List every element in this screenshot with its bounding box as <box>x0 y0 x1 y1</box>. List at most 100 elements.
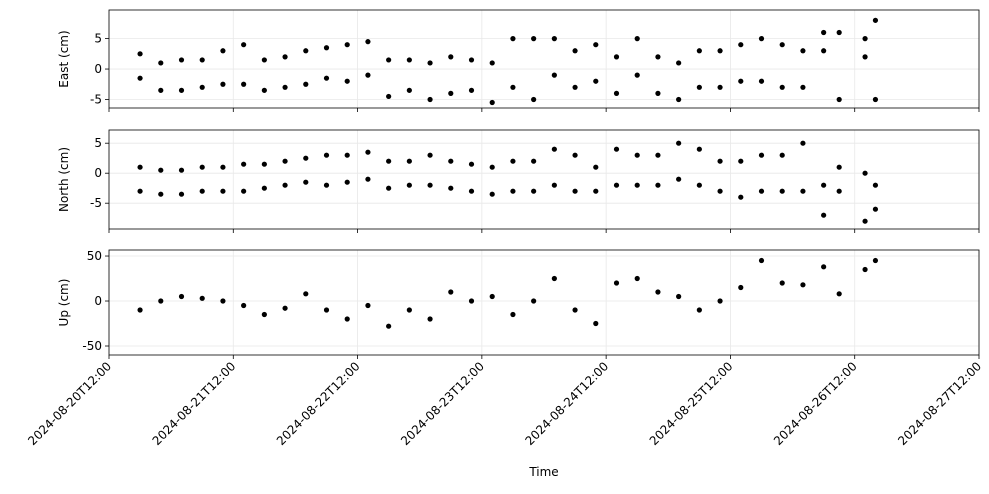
point <box>510 158 516 164</box>
point <box>178 57 185 63</box>
point <box>427 96 433 103</box>
point <box>241 42 247 48</box>
point <box>261 311 267 318</box>
point <box>468 57 475 63</box>
point <box>531 158 537 164</box>
point <box>448 185 454 191</box>
point <box>572 188 578 194</box>
x-tick-label: 2024-08-20T12:00 <box>25 359 114 448</box>
point <box>655 54 661 60</box>
point <box>448 289 454 295</box>
point <box>489 60 495 66</box>
point <box>158 298 164 304</box>
point <box>779 84 785 90</box>
point <box>406 158 412 164</box>
point <box>365 149 371 155</box>
point <box>531 36 537 42</box>
point <box>655 90 661 96</box>
point <box>758 188 765 194</box>
point <box>551 275 557 282</box>
point <box>406 57 412 63</box>
point <box>137 51 143 57</box>
point <box>178 87 185 93</box>
point <box>696 307 702 313</box>
point <box>261 87 267 93</box>
point <box>220 298 226 304</box>
point <box>551 72 557 78</box>
point <box>655 152 661 158</box>
point <box>344 179 350 185</box>
point <box>779 280 785 286</box>
point <box>448 158 454 164</box>
point <box>613 182 620 188</box>
point <box>220 164 226 170</box>
point <box>872 257 879 264</box>
point <box>872 182 879 188</box>
point <box>872 96 879 103</box>
y-tick-label: 0 <box>94 166 102 180</box>
point <box>365 39 371 45</box>
point <box>427 152 433 158</box>
point <box>800 188 806 194</box>
point <box>323 182 330 188</box>
point <box>862 170 868 176</box>
point <box>613 90 620 96</box>
point <box>137 307 143 313</box>
point <box>344 78 350 84</box>
point <box>717 84 723 90</box>
point <box>323 307 330 313</box>
point <box>779 188 785 194</box>
point <box>199 295 205 301</box>
point <box>676 140 682 146</box>
point <box>427 316 433 322</box>
point <box>344 42 350 48</box>
point <box>800 140 806 146</box>
point <box>862 218 868 224</box>
point <box>489 164 495 170</box>
point <box>220 188 226 194</box>
point <box>862 54 868 60</box>
point <box>241 302 247 309</box>
point <box>489 191 495 197</box>
point <box>448 90 454 96</box>
y-tick-label: -5 <box>90 196 102 210</box>
y-tick-label: 5 <box>94 32 102 46</box>
point <box>386 323 392 329</box>
point <box>531 298 537 304</box>
subplot: 2024-08-20T12:00 2024-08-21T12:00 2024-08-… <box>25 249 984 479</box>
point <box>593 188 599 194</box>
y-tick-label: 0 <box>94 62 102 76</box>
point <box>572 152 578 158</box>
point <box>738 78 744 84</box>
point <box>821 48 827 54</box>
point <box>178 293 185 300</box>
point <box>738 194 744 200</box>
point <box>406 182 412 188</box>
point <box>282 305 288 311</box>
point <box>572 48 578 54</box>
point <box>758 257 765 264</box>
point <box>738 158 744 164</box>
point <box>655 182 661 188</box>
point <box>779 152 785 158</box>
point <box>836 164 842 170</box>
point <box>303 81 309 87</box>
point <box>261 185 267 191</box>
point <box>448 54 454 60</box>
y-tick-label: 50 <box>87 249 102 263</box>
point <box>386 93 392 100</box>
point <box>468 87 475 93</box>
point <box>872 206 879 212</box>
point <box>551 146 557 152</box>
point <box>241 161 247 167</box>
point <box>655 289 661 295</box>
point <box>365 72 371 78</box>
point <box>158 191 164 197</box>
point <box>468 298 475 304</box>
point <box>800 48 806 54</box>
point <box>634 182 640 188</box>
point <box>137 75 143 81</box>
point <box>406 307 412 313</box>
point <box>738 42 744 48</box>
point <box>510 36 516 42</box>
